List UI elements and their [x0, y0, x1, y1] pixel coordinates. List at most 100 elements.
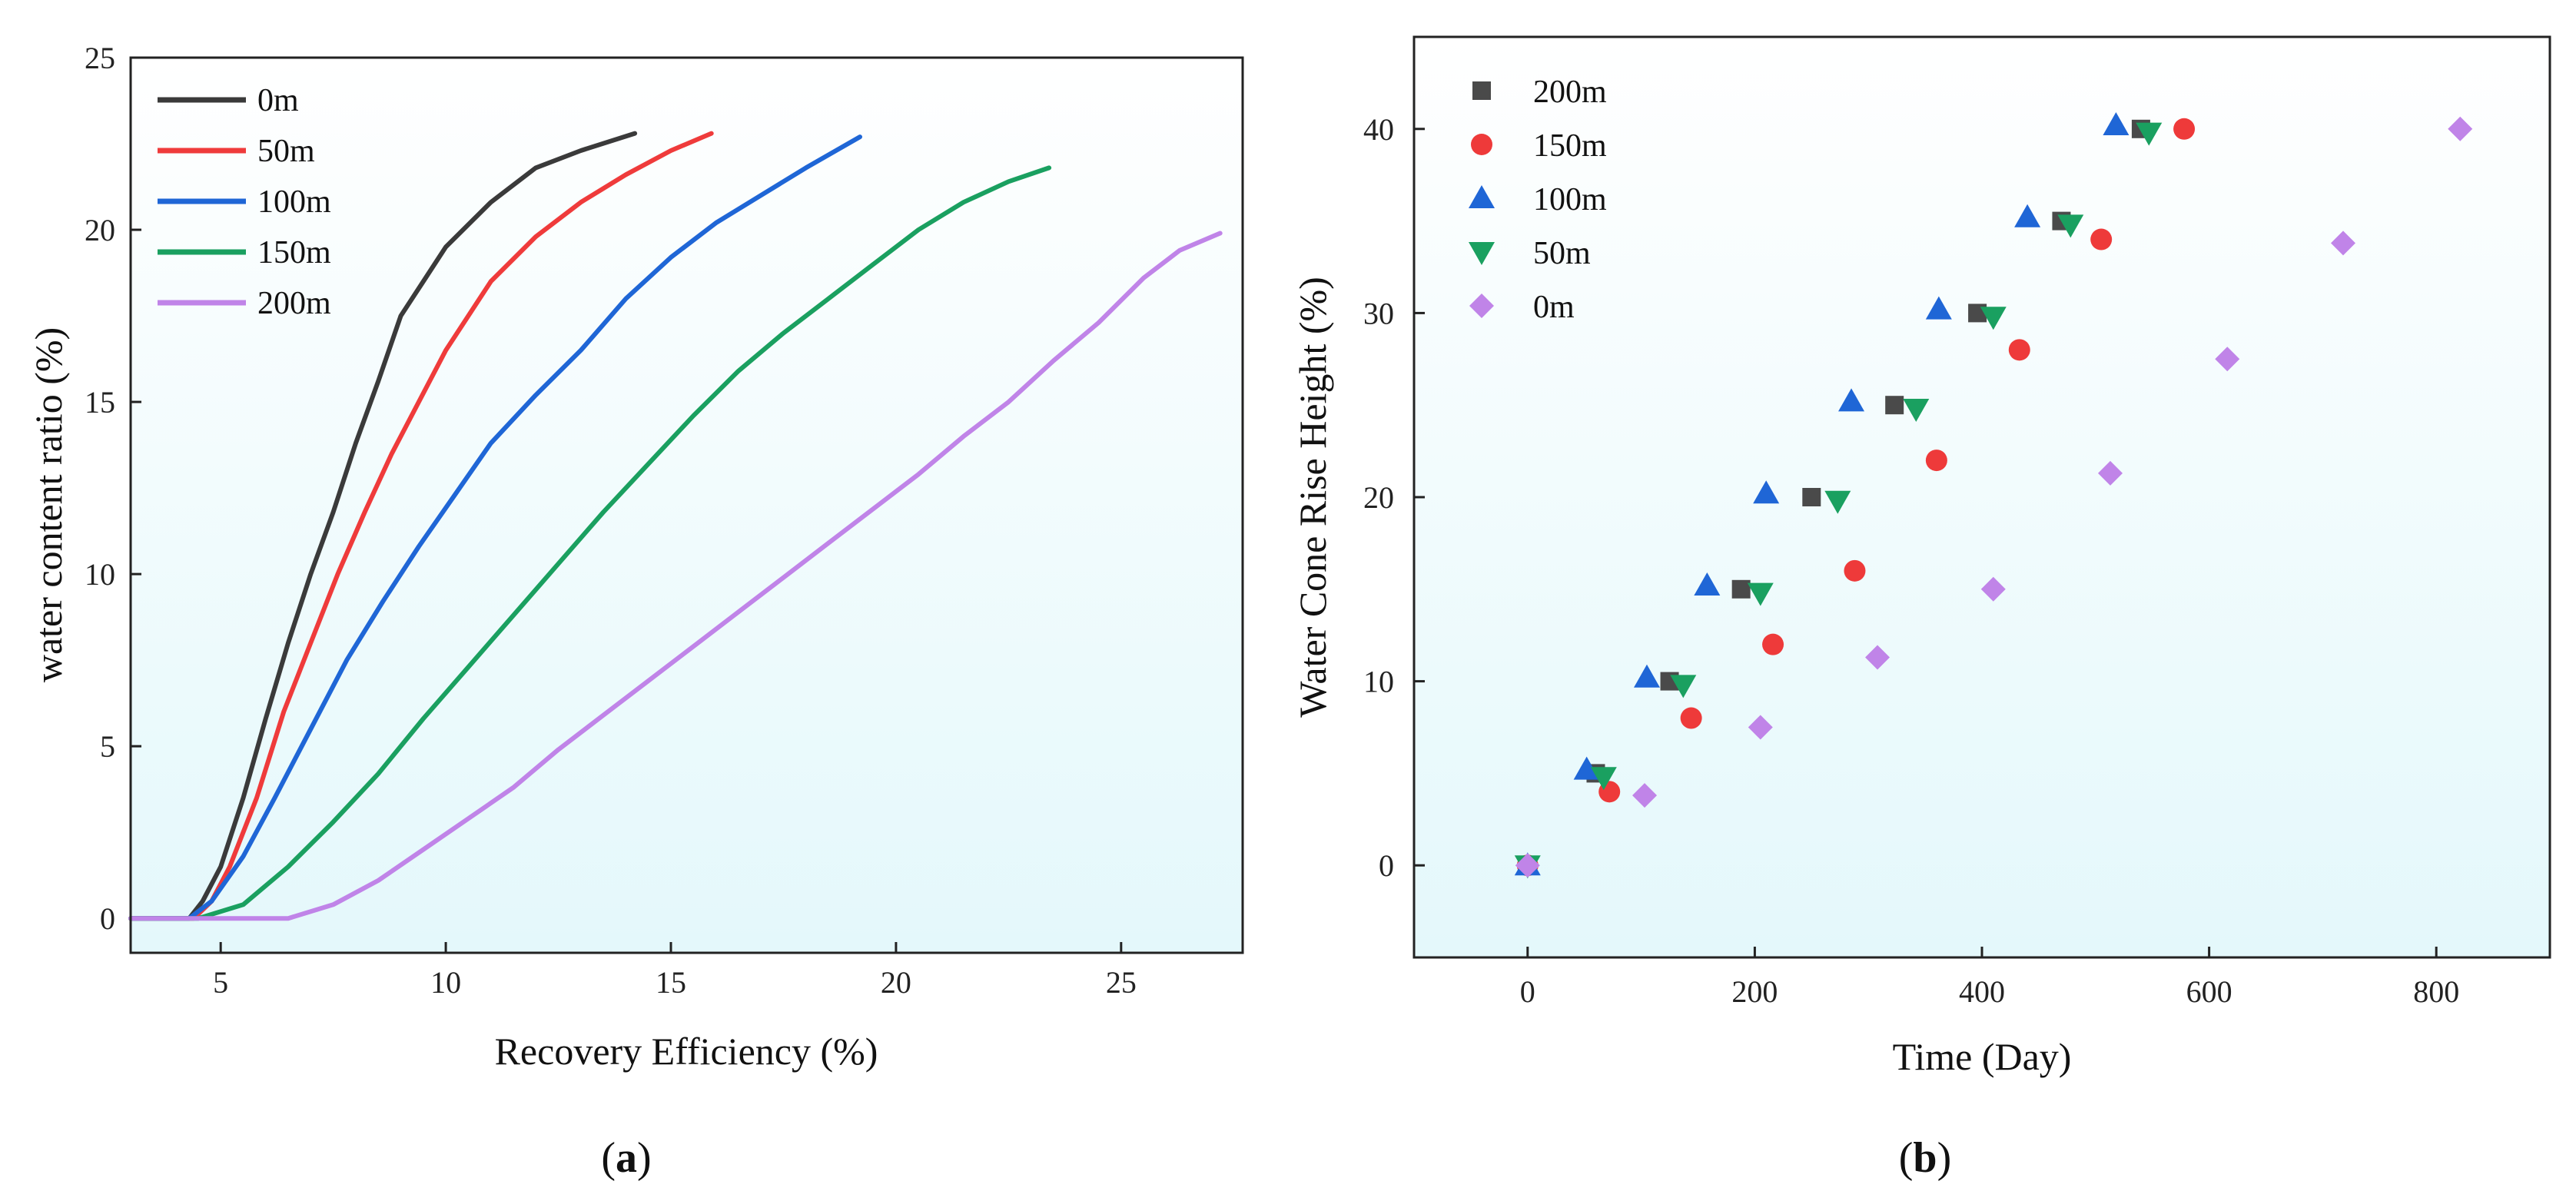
legend-marker-50m	[1469, 242, 1495, 265]
caption-a: (a)	[601, 1134, 651, 1182]
data-point-200m	[1802, 488, 1821, 506]
legend-label-200m: 200m	[257, 286, 331, 321]
y-axis-label-b: Water Cone Rise Height (%)	[1291, 277, 1334, 718]
x-axis-label-a: Recovery Efficiency (%)	[495, 1030, 878, 1073]
series-line-150m	[128, 165, 1052, 921]
legend-b: 200m 150m 100m 50m 0m	[1469, 75, 1607, 325]
caption-a-open: (	[601, 1134, 616, 1182]
data-point-200m	[1885, 396, 1904, 415]
data-point-0m	[1515, 853, 1540, 878]
y-tick-label-a: 0	[100, 901, 115, 936]
legend-label-200m: 200m	[1533, 75, 1607, 110]
data-point-150m	[1762, 633, 1784, 655]
data-point-50m	[1980, 307, 2007, 330]
y-tick-label-b: 20	[1363, 480, 1394, 515]
x-tick-label-a: 15	[656, 965, 686, 1000]
series-points-b	[1514, 112, 2473, 879]
legend-label-100m: 100m	[257, 184, 331, 220]
data-point-100m	[1838, 388, 1865, 412]
data-point-150m	[1844, 559, 1866, 582]
panel-b-scatter-chart: 0 200 400 600 800 0 10 20 30 40 200m 150m 100m 50m 0m…	[1291, 35, 2551, 1182]
data-point-150m	[1680, 707, 1702, 729]
x-tick-label-b: 200	[1731, 974, 1778, 1009]
legend-label-100m: 100m	[1533, 182, 1607, 217]
legend-a: 0m 50m 100m 150m 200m	[158, 83, 331, 321]
data-point-200m	[1731, 579, 1751, 599]
data-point-0m	[1632, 783, 1658, 808]
data-point-50m	[1747, 582, 1774, 606]
legend-label-150m: 150m	[257, 235, 331, 270]
y-tick-label-b: 30	[1363, 296, 1394, 330]
panel-a-line-chart: 5 10 15 20 25 0 5 10 15 20 25 0m 50m 100m 150m 200m Re…	[27, 41, 1244, 1182]
data-point-50m	[1903, 398, 1930, 422]
data-point-50m	[1670, 675, 1697, 698]
data-point-0m	[2098, 460, 2123, 486]
data-point-100m	[1694, 572, 1721, 596]
series-line-50m	[128, 131, 714, 921]
x-tick-label-a: 10	[430, 965, 461, 1000]
y-tick-label-a: 25	[85, 41, 115, 75]
data-point-0m	[2215, 347, 2240, 372]
data-point-150m	[2008, 339, 2030, 361]
plot-frame-b	[1412, 35, 2551, 959]
plot-area-b	[1414, 37, 2550, 957]
x-tick-label-a: 25	[1106, 965, 1137, 1000]
data-point-100m	[1925, 296, 1952, 320]
x-tick-label-b: 400	[1959, 974, 2005, 1009]
data-point-0m	[1980, 576, 2006, 602]
x-axis-label-b: Time (Day)	[1893, 1035, 2072, 1078]
caption-a-letter: a	[616, 1134, 637, 1182]
x-tick-label-a: 5	[213, 965, 228, 1000]
caption-b-letter: b	[1913, 1134, 1937, 1182]
caption-b-close: )	[1937, 1134, 1952, 1182]
data-point-150m	[2090, 228, 2113, 250]
caption-a-close: )	[637, 1134, 652, 1182]
series-lines-a	[128, 131, 1223, 921]
data-point-100m	[2103, 112, 2130, 136]
y-tick-label-b: 0	[1379, 848, 1394, 883]
legend-label-150m: 150m	[1533, 128, 1607, 164]
data-point-50m	[1590, 767, 1617, 791]
y-tick-label-a: 20	[85, 213, 115, 247]
axes-a: 5 10 15 20 25 0 5 10 15 20 25	[85, 41, 1137, 1000]
data-point-100m	[1633, 664, 1660, 688]
caption-b: (b)	[1899, 1134, 1951, 1182]
legend-marker-100m	[1469, 185, 1495, 208]
y-tick-label-a: 15	[85, 385, 115, 420]
series-line-200m	[128, 231, 1223, 921]
data-point-0m	[2331, 231, 2356, 256]
legend-label-50m: 50m	[1533, 236, 1591, 271]
x-tick-label-b: 800	[2413, 974, 2459, 1009]
y-tick-label-a: 5	[100, 729, 115, 764]
data-point-50m	[2057, 214, 2084, 238]
caption-b-open: (	[1899, 1134, 1914, 1182]
legend-label-0m: 0m	[257, 83, 299, 118]
series-line-100m	[128, 134, 862, 921]
plot-frame-a	[129, 56, 1244, 954]
x-tick-label-b: 600	[2186, 974, 2232, 1009]
x-tick-label-a: 20	[881, 965, 911, 1000]
series-line-0m	[128, 131, 638, 921]
x-tick-label-b: 0	[1520, 974, 1535, 1009]
data-point-0m	[1748, 715, 1773, 740]
data-point-150m	[2173, 118, 2196, 140]
legend-label-50m: 50m	[257, 134, 315, 169]
data-point-150m	[1925, 450, 1947, 472]
y-tick-label-a: 10	[85, 557, 115, 592]
legend-marker-150m	[1471, 134, 1492, 155]
data-point-100m	[2014, 204, 2041, 227]
legend-marker-200m	[1472, 81, 1491, 100]
data-point-0m	[2448, 116, 2473, 141]
legend-marker-0m	[1469, 294, 1494, 318]
data-point-100m	[1573, 756, 1600, 780]
data-point-100m	[1753, 480, 1780, 504]
legend-label-0m: 0m	[1533, 290, 1575, 325]
data-point-0m	[1865, 645, 1891, 670]
y-tick-label-b: 40	[1363, 112, 1394, 147]
plot-area-a	[131, 58, 1243, 953]
axes-b: 0 200 400 600 800 0 10 20 30 40	[1363, 112, 2459, 1009]
data-point-50m	[2136, 122, 2163, 146]
y-axis-label-a: water content ratio (%)	[27, 327, 70, 682]
data-point-50m	[1824, 490, 1851, 514]
